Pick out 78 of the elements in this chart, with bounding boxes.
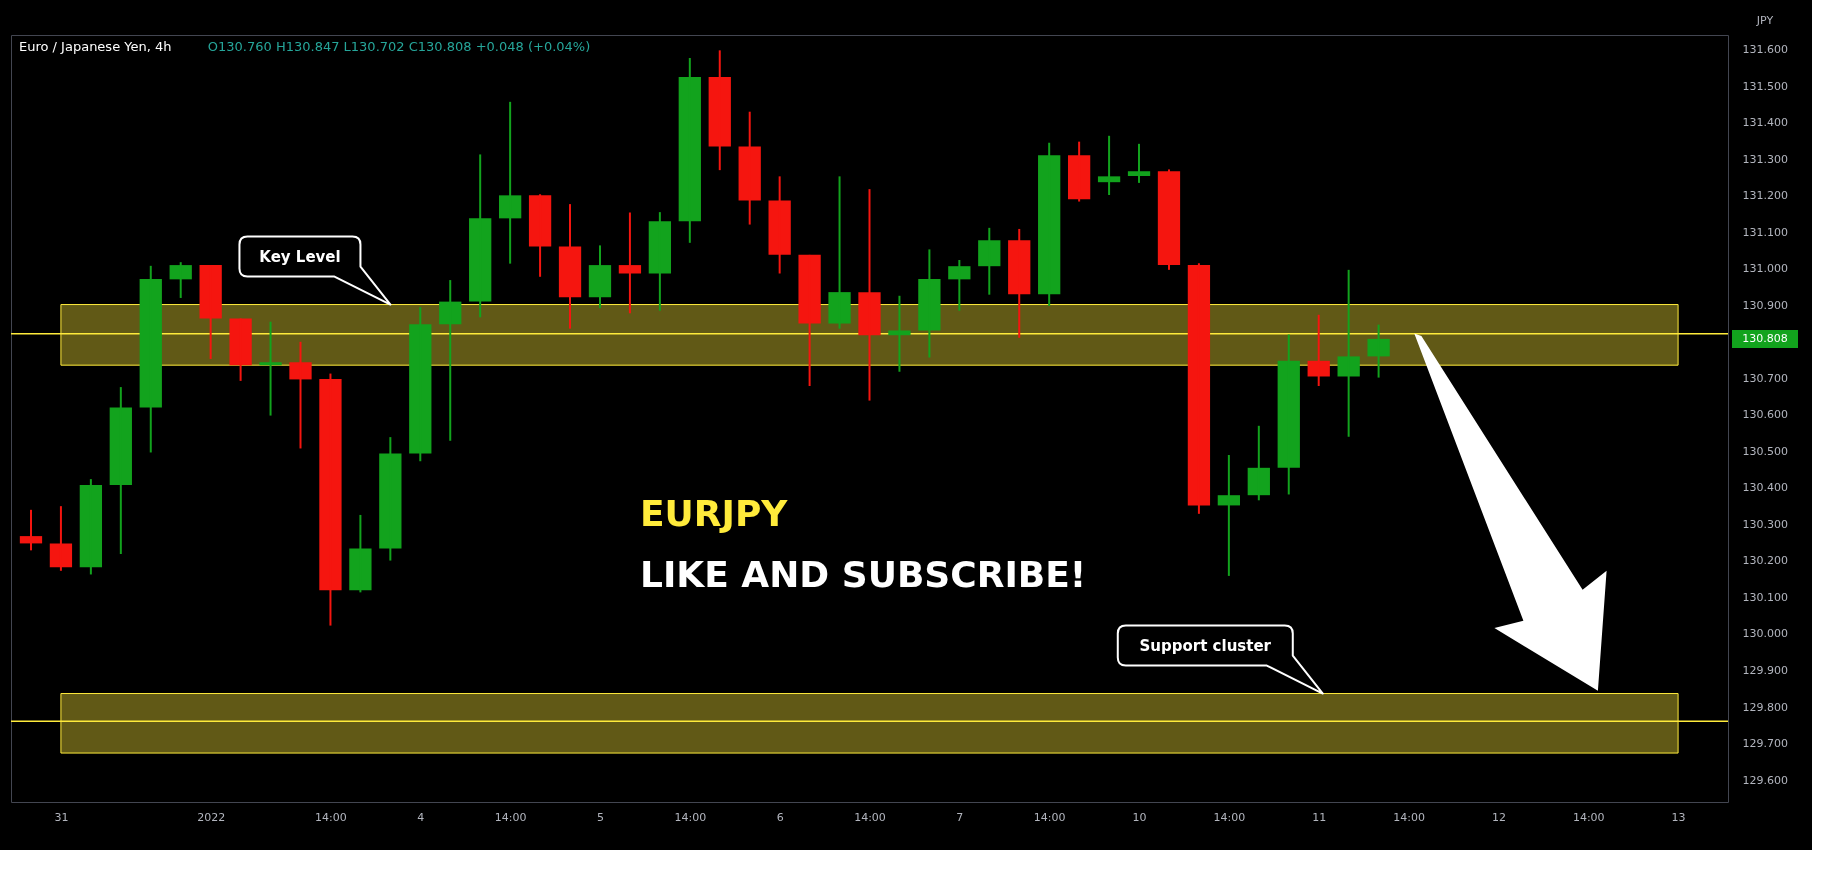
x-tick-label: 13 (1671, 810, 1686, 824)
candlestick (558, 203, 582, 330)
candlestick (1157, 168, 1181, 271)
chart-subtitle: O130.760 H130.847 L130.702 C130.808 +0.048 (+0.04%) (207, 39, 591, 54)
x-tick-label: 14:00 (315, 810, 347, 824)
candlestick (1367, 323, 1390, 379)
candlestick (858, 188, 881, 402)
y-tick-label: 131.100 (1742, 225, 1788, 239)
y-tick-label: 131.500 (1742, 79, 1788, 93)
candlestick (1038, 141, 1061, 308)
x-tick-label: 10 (1132, 810, 1147, 824)
candlestick (1187, 262, 1211, 515)
candlestick (319, 372, 342, 627)
x-tick-label: 14:00 (1572, 810, 1605, 824)
x-tick-label: 14:00 (494, 810, 527, 824)
candlestick (738, 110, 761, 226)
x-tick-label: 7 (956, 810, 964, 824)
chart-title: Euro / Japanese Yen, 4h (19, 39, 172, 54)
y-tick-label: 131.600 (1742, 43, 1788, 57)
y-tick-label: 130.100 (1742, 590, 1788, 604)
band-label: Support cluster (1139, 636, 1272, 655)
candlestick (379, 436, 402, 562)
x-tick-label: 11 (1312, 810, 1327, 824)
candlestick (1277, 333, 1300, 496)
annotation: EURJPY (640, 493, 789, 534)
annotation: LIKE AND SUBSCRIBE! (640, 554, 1087, 595)
y-tick-label: 130.700 (1742, 371, 1788, 385)
x-tick-label: 2022 (197, 810, 226, 824)
y-tick-label: 130.500 (1742, 444, 1788, 458)
candlestick (79, 478, 103, 576)
candlestick (289, 340, 312, 450)
candlestick (618, 211, 642, 315)
x-tick-label: 4 (417, 810, 425, 824)
candlestick (49, 505, 73, 572)
candlestick (888, 294, 911, 373)
candlestick (798, 253, 821, 387)
y-tick-label: 131.400 (1742, 116, 1788, 130)
candlestick (1097, 134, 1121, 196)
x-tick-label: 14:00 (674, 810, 707, 824)
text: 130.808 (1742, 331, 1788, 345)
candlestick (1008, 227, 1031, 339)
candlestick (768, 175, 791, 275)
y-tick-label: 131.200 (1742, 189, 1788, 203)
candlestick (409, 306, 432, 463)
candlestick (1127, 142, 1151, 184)
candlestick (648, 211, 672, 312)
y-tick-label: 130.600 (1742, 408, 1788, 422)
y-tick-label: 130.300 (1742, 517, 1788, 531)
x-tick-label: 14:00 (1033, 810, 1066, 824)
candlestick (978, 226, 1001, 296)
candlestick (678, 57, 701, 244)
candlestick (498, 100, 522, 265)
candlestick (918, 248, 941, 359)
y-tick-label: 129.600 (1742, 773, 1788, 787)
x-tick-label: 14:00 (1213, 810, 1246, 824)
y-tick-label: 130.900 (1742, 298, 1788, 312)
x-tick-label: 14:00 (1393, 810, 1425, 824)
candlestick (229, 317, 252, 382)
y-axis-title: JPY (1755, 14, 1774, 27)
x-tick-label: 12 (1491, 810, 1506, 824)
band-label: Key Level (259, 247, 341, 266)
y-tick-label: 130.200 (1742, 554, 1788, 568)
x-tick-label: 5 (596, 810, 604, 824)
x-tick-label: 14:00 (854, 810, 886, 824)
y-tick-label: 129.900 (1742, 664, 1788, 678)
y-tick-label: 130.000 (1742, 627, 1788, 641)
candlestick (469, 153, 492, 319)
x-tick-label: 31 (54, 810, 69, 824)
y-tick-label: 129.700 (1742, 737, 1788, 751)
candlestick (828, 175, 851, 330)
candlestick (139, 264, 162, 454)
x-tick-label: 6 (776, 810, 784, 824)
y-tick-label: 131.000 (1742, 262, 1788, 276)
candlestick (349, 513, 372, 594)
y-tick-label: 131.300 (1742, 152, 1788, 166)
y-tick-label: 129.800 (1742, 700, 1788, 714)
candlestick (259, 320, 282, 417)
y-tick-label: 130.400 (1742, 481, 1788, 495)
